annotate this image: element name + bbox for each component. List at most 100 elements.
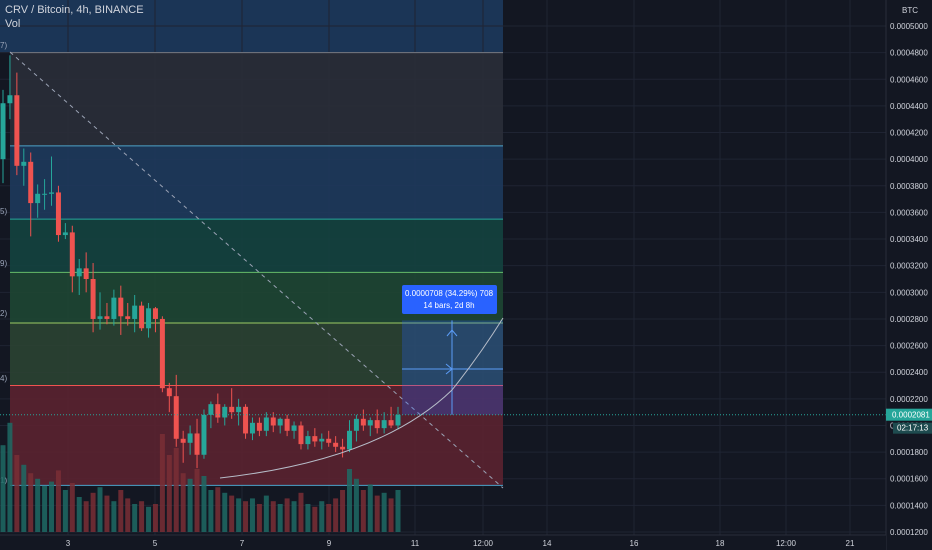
- volume-bar: [326, 504, 332, 532]
- candle-body: [291, 425, 297, 431]
- candle-body: [277, 418, 283, 426]
- fib-trend-line: [9, 51, 504, 489]
- candle-body: [194, 433, 200, 455]
- candle-body: [222, 406, 228, 418]
- volume-bar: [14, 455, 20, 532]
- candle-body: [215, 404, 221, 418]
- volume-bar: [69, 483, 75, 532]
- fib-zone: [10, 52, 503, 146]
- volume-bar: [194, 469, 200, 532]
- candle-body: [395, 414, 401, 426]
- volume-bar: [187, 478, 193, 532]
- currency-label: BTC: [902, 6, 918, 15]
- time-tick-label: 18: [716, 539, 725, 548]
- price-tick-label: 0.0002600: [890, 342, 928, 351]
- time-axis[interactable]: 3 5 7 9 11 12:00 14 16 18 12:00 21: [0, 534, 886, 550]
- price-tick-label: 0.0003000: [890, 288, 928, 297]
- countdown-tag: [893, 422, 932, 434]
- volume-indicator-label[interactable]: Vol: [5, 18, 21, 30]
- price-tick-label: 0.0004800: [890, 49, 928, 58]
- candle-body: [388, 420, 394, 426]
- volume-bar: [62, 490, 68, 532]
- candle-body: [256, 422, 262, 431]
- fibonacci-retracement[interactable]: 7)5)9)2)4)1): [0, 41, 504, 489]
- price-tick-label: 0.0002200: [890, 395, 928, 404]
- volume-bars: [0, 422, 401, 532]
- price-axis[interactable]: 0.0005000 0.0004800 0.0004600 0.0004400 0.00…: [885, 0, 932, 550]
- last-price-tag: [886, 408, 932, 421]
- volume-bar: [305, 504, 311, 532]
- volume-bar: [208, 490, 214, 532]
- countdown-label: 02:17:13: [897, 424, 929, 433]
- candle-body: [152, 308, 158, 319]
- fib-zone: [10, 145, 503, 220]
- volume-bar: [270, 501, 276, 532]
- price-tick-label: 0.0003800: [890, 182, 928, 191]
- candle-body: [62, 232, 68, 236]
- candle-body: [83, 268, 89, 279]
- candle-body: [333, 442, 339, 447]
- volume-bar: [277, 504, 283, 532]
- candle-body: [14, 95, 20, 166]
- price-tick-label: 0.0001800: [890, 448, 928, 457]
- volume-bar: [166, 455, 172, 532]
- last-price-label: 0.0002081: [892, 411, 930, 420]
- volume-bar: [263, 495, 269, 532]
- candle-body: [208, 404, 214, 415]
- volume-bar: [111, 501, 117, 532]
- time-tick-label: 5: [153, 539, 158, 548]
- time-axis-bg: [0, 535, 886, 550]
- candle-body: [42, 193, 48, 195]
- volume-bar: [180, 473, 186, 532]
- candle-body: [298, 425, 304, 445]
- candle-body: [263, 417, 269, 431]
- candle-body: [125, 316, 131, 319]
- price-axis-bg: [886, 0, 932, 550]
- candle-body: [243, 406, 249, 434]
- candle-body: [21, 161, 27, 166]
- candle-body: [326, 438, 332, 443]
- candle-body: [55, 192, 61, 236]
- time-tick-label: 12:00: [473, 539, 494, 548]
- candles: [0, 55, 401, 469]
- arrow-right-icon: [445, 363, 453, 375]
- fib-zone: [10, 219, 503, 273]
- candle-body: [146, 308, 152, 329]
- price-tick-label: 0.0003400: [890, 235, 928, 244]
- candle-body: [201, 414, 207, 455]
- drawing-tools[interactable]: 0.0000708 (34.29%) 708 14 bars, 2d 8h: [0, 285, 886, 479]
- volume-bar: [0, 445, 6, 532]
- candle-body: [159, 318, 165, 389]
- volume-bar: [139, 501, 145, 532]
- candle-body: [139, 305, 145, 329]
- price-tick-label: 0.0004400: [890, 102, 928, 111]
- symbol-title[interactable]: CRV / Bitcoin, 4h, BINANCE: [5, 4, 144, 16]
- volume-bar: [201, 476, 207, 532]
- volume-bar: [381, 492, 387, 532]
- fib-edge-label: 5): [0, 207, 7, 216]
- volume-bar: [152, 504, 158, 532]
- volume-bar: [312, 506, 318, 532]
- volume-bar: [236, 498, 242, 532]
- fib-edge-label: 4): [0, 374, 7, 383]
- candle-body: [111, 297, 117, 319]
- volume-bar: [340, 490, 346, 532]
- candle-body: [346, 430, 352, 450]
- candle-body: [7, 95, 13, 104]
- volume-bar: [42, 485, 48, 532]
- price-tick-label: 0.0001400: [890, 501, 928, 510]
- volume-bar: [333, 498, 339, 532]
- candle-body: [97, 316, 103, 319]
- arrow-up-icon: [446, 329, 458, 337]
- volume-bar: [291, 501, 297, 532]
- fib-zone: [10, 322, 503, 386]
- volume-bar: [367, 484, 373, 532]
- volume-bar: [125, 498, 131, 532]
- time-tick-label: 3: [66, 539, 71, 548]
- volume-bar: [319, 501, 325, 532]
- volume-bar: [21, 464, 27, 532]
- candle-body: [118, 297, 124, 317]
- candle-body: [360, 418, 366, 426]
- candle-body: [166, 388, 172, 397]
